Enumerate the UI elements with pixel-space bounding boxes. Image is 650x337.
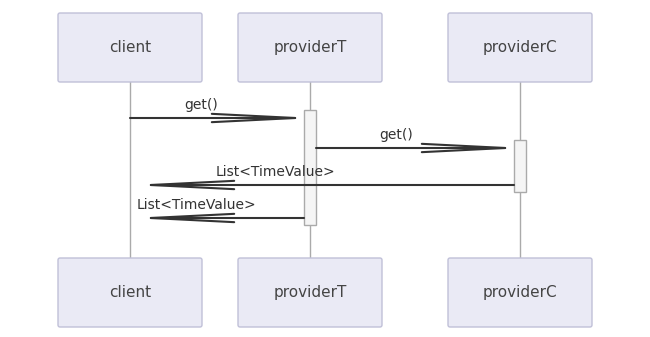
FancyBboxPatch shape <box>58 258 202 327</box>
FancyBboxPatch shape <box>448 258 592 327</box>
Text: client: client <box>109 285 151 300</box>
Text: providerC: providerC <box>483 40 557 55</box>
Text: List<TimeValue>: List<TimeValue> <box>216 165 336 179</box>
FancyBboxPatch shape <box>58 13 202 82</box>
FancyBboxPatch shape <box>238 258 382 327</box>
Text: providerT: providerT <box>273 285 346 300</box>
Text: get(): get() <box>379 128 413 142</box>
Bar <box>304 110 316 225</box>
Text: client: client <box>109 40 151 55</box>
Text: List<TimeValue>: List<TimeValue> <box>136 198 256 212</box>
FancyBboxPatch shape <box>448 13 592 82</box>
Text: providerC: providerC <box>483 285 557 300</box>
Text: providerT: providerT <box>273 40 346 55</box>
Text: get(): get() <box>184 98 218 112</box>
FancyBboxPatch shape <box>238 13 382 82</box>
Bar <box>514 140 526 192</box>
